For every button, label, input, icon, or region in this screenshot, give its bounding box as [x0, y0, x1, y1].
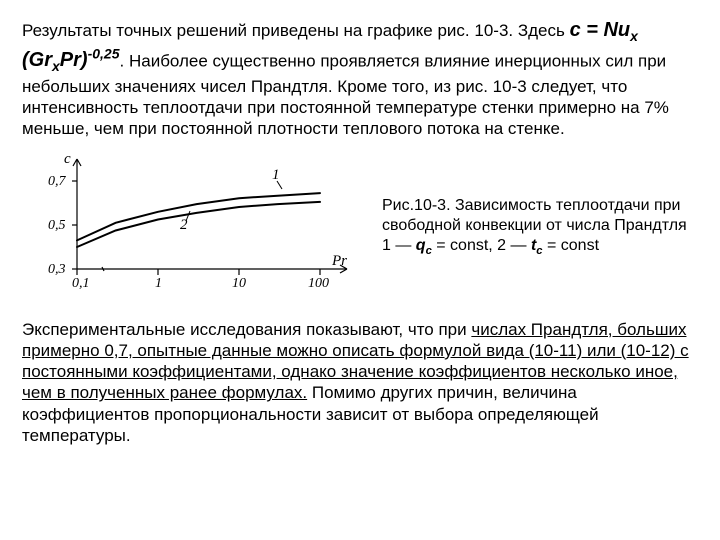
p1-text-1: Результаты точных решений приведены на г…	[22, 21, 570, 40]
ytick-0: 0,7	[48, 174, 67, 189]
x-axis-label: Pr	[331, 253, 347, 269]
ytick-2: 0,3	[48, 262, 66, 277]
y-axis-label: c	[64, 151, 71, 167]
figure-row: c Pr 0,7 0,5 0,3 0,1 1 10 100 1 2 Рис.10…	[22, 149, 698, 304]
p1-text-2: . Наиболее существенно проявляется влиян…	[22, 51, 669, 138]
xtick-0: 0,1	[72, 276, 90, 291]
xtick-1: 1	[155, 276, 162, 291]
xtick-3: 100	[308, 276, 329, 291]
chart: c Pr 0,7 0,5 0,3 0,1 1 10 100 1 2	[22, 149, 362, 304]
p2-text-1: Экспериментальные исследования показываю…	[22, 320, 471, 339]
caption-line-1: Рис.10-3. Зависимость теплоотдачи при св…	[382, 196, 698, 236]
ytick-1: 0,5	[48, 218, 66, 233]
figure-caption: Рис.10-3. Зависимость теплоотдачи при св…	[382, 196, 698, 258]
xtick-2: 10	[232, 276, 246, 291]
curve-label-1: 1	[272, 167, 280, 183]
paragraph-1: Результаты точных решений приведены на г…	[22, 18, 698, 139]
caption-line-2: 1 — qc = const, 2 — tc = const	[382, 236, 698, 258]
paragraph-2: Экспериментальные исследования показываю…	[22, 319, 698, 447]
